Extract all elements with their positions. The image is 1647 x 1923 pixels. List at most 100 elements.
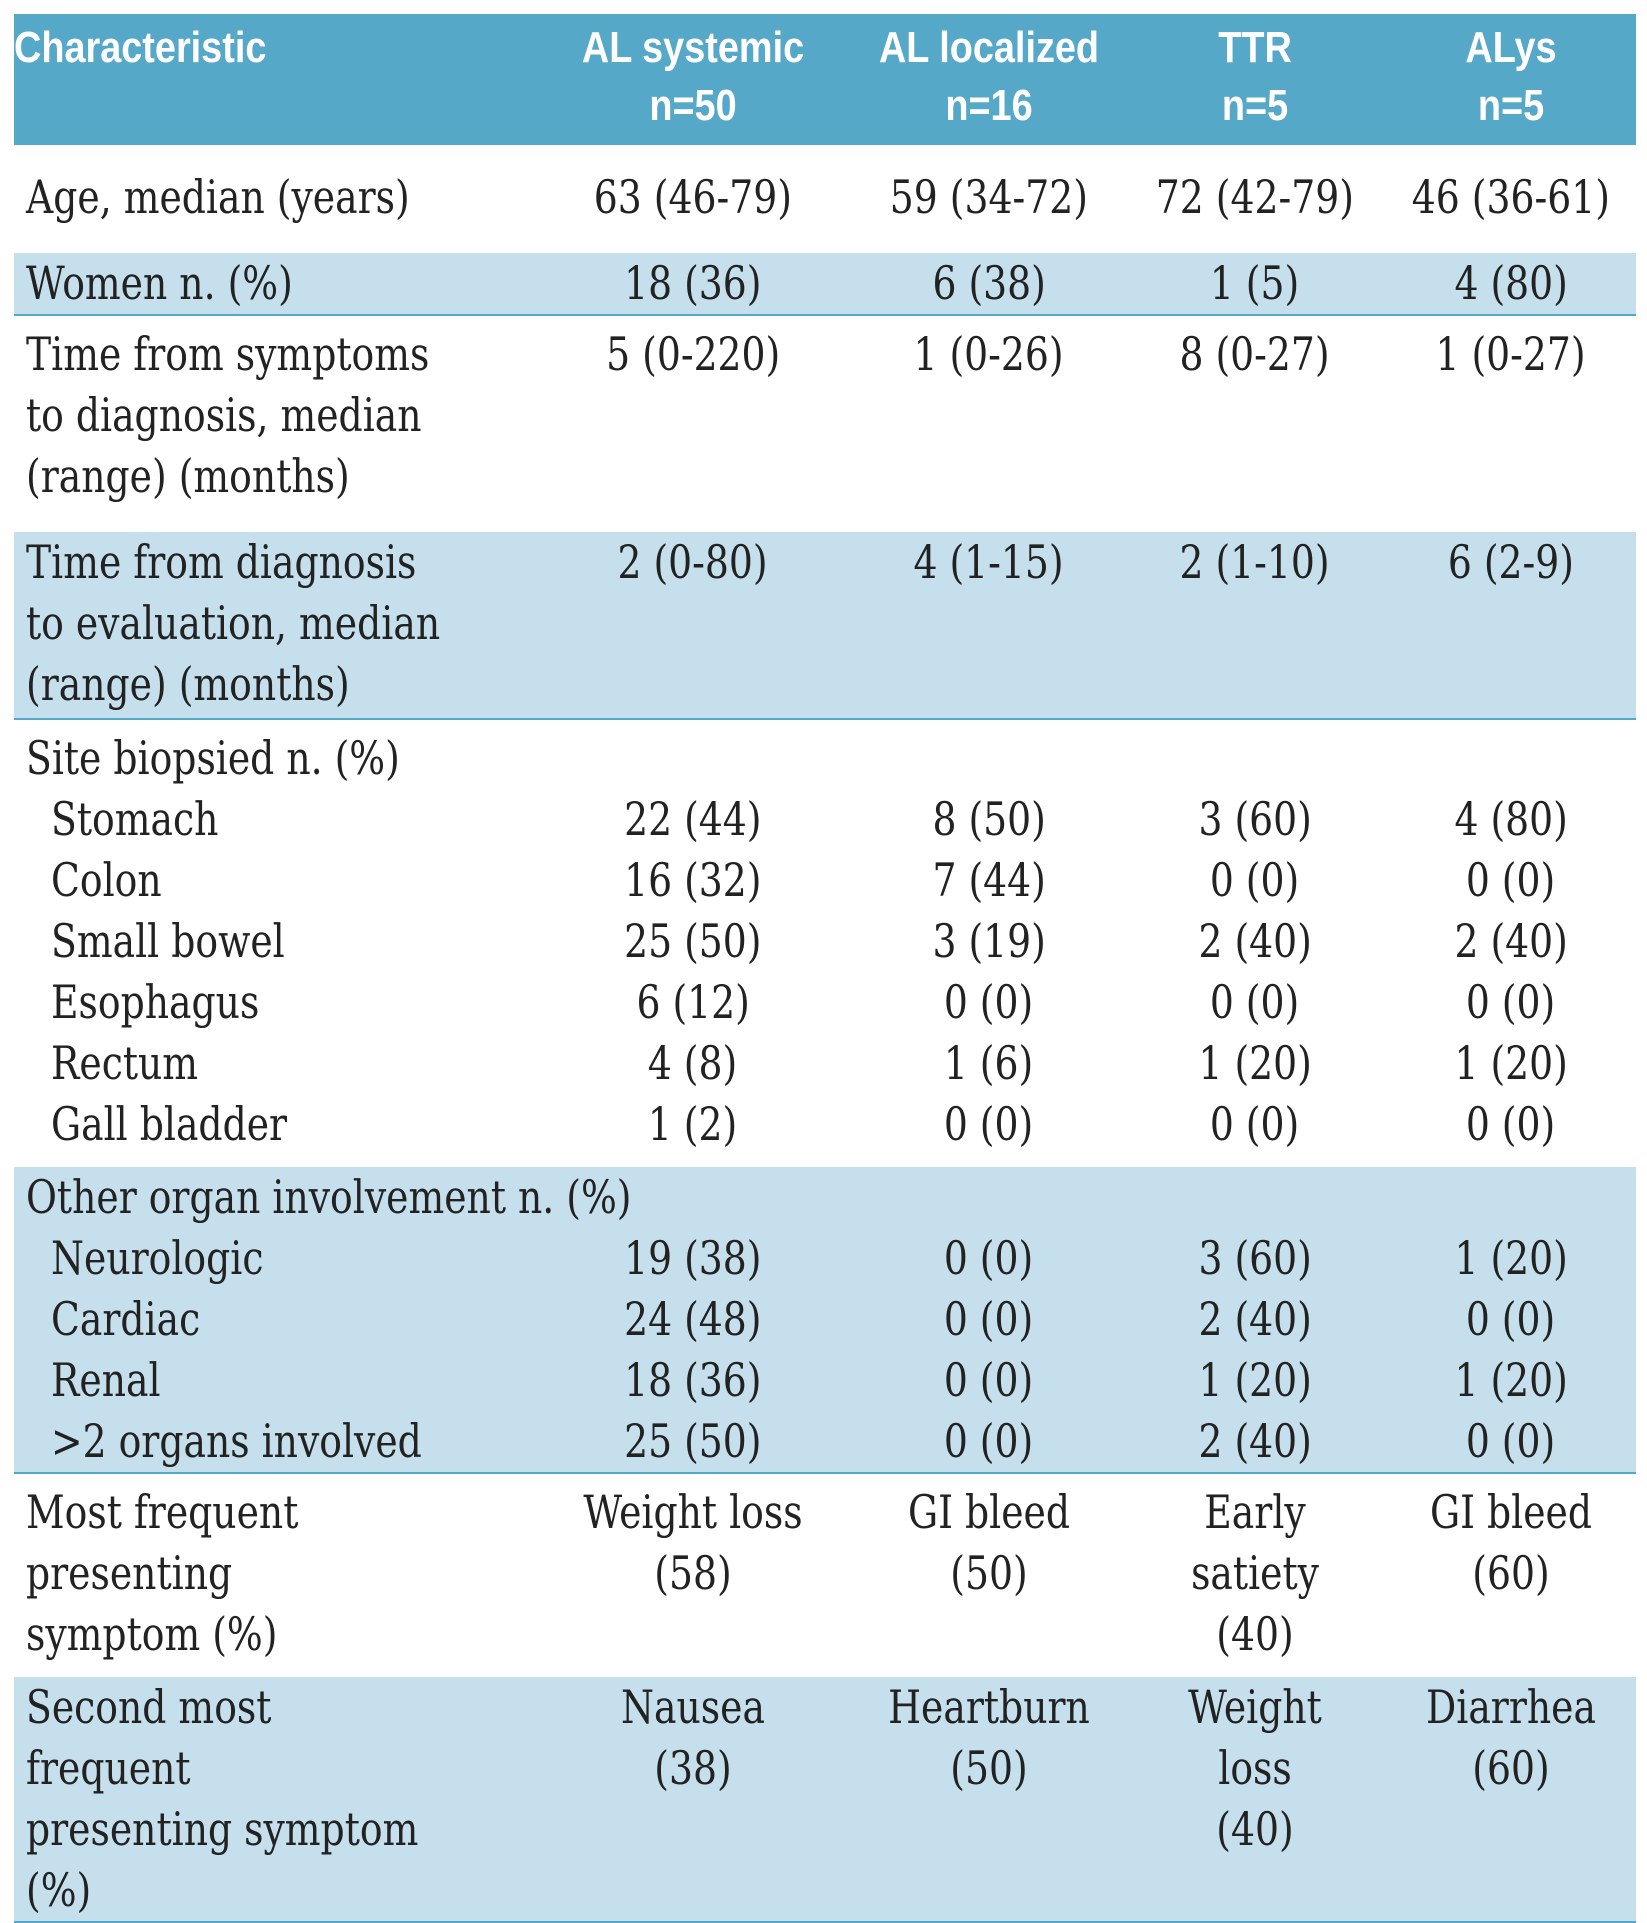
row-time-symptoms: Time from symptoms to diagnosis, median … [14, 315, 1636, 532]
value-text: 8 (50) [932, 792, 1046, 846]
value-text: 1 (20) [1454, 1353, 1568, 1407]
cell-value: 1 (6) [854, 1033, 1124, 1094]
cell-value: 59 (34-72) [854, 145, 1124, 253]
cell-value: 0 (0) [854, 1289, 1124, 1350]
value-text: 0 (0) [1466, 1292, 1556, 1346]
label-line: Most frequent presenting [26, 1485, 299, 1600]
row-time-diagnosis: Time from diagnosis to evaluation, media… [14, 532, 1636, 720]
value-text: 2 (40) [1198, 914, 1312, 968]
value-text: 0 (0) [944, 1231, 1034, 1285]
value-text: 3 (19) [932, 914, 1046, 968]
cell-value: 7 (44) [854, 850, 1124, 911]
value-text: 2 (40) [1454, 914, 1568, 968]
row-most-frequent-symptom: Most frequent presenting symptom (%) Wei… [14, 1473, 1636, 1677]
cell-value: 0 (0) [1386, 1289, 1636, 1350]
value-text: 0 (0) [944, 1097, 1034, 1151]
cell-value: 0 (0) [1386, 1411, 1636, 1474]
label-line: symptom (%) [26, 1607, 278, 1661]
cell-value: 63 (46-79) [532, 145, 854, 253]
cell-value: 2 (40) [1386, 911, 1636, 972]
label-line: Second most frequent [26, 1680, 272, 1795]
label-text: Women n. (%) [26, 256, 293, 310]
label-text: Other organ involvement n. (%) [26, 1170, 632, 1224]
row-label: Age, median (years) [14, 145, 532, 253]
value-text: 4 (80) [1454, 256, 1568, 310]
cell-value: 2 (40) [1124, 1411, 1386, 1474]
row-organ-renal: Renal 18 (36) 0 (0) 1 (20) 1 (20) [14, 1350, 1636, 1411]
table-body: Age, median (years) 63 (46-79) 59 (34-72… [14, 145, 1636, 1923]
cell-value: 72 (42-79) [1124, 145, 1386, 253]
row-label: Gall bladder [14, 1094, 532, 1167]
value-text: 1 (0-26) [913, 327, 1065, 381]
value-text: 1 (6) [944, 1036, 1034, 1090]
symptom-percent: (38) [654, 1741, 732, 1795]
label-text: >2 organs involved [51, 1414, 422, 1468]
header-al-systemic: AL systemic n=50 [532, 14, 854, 145]
cell-value: 46 (36-61) [1386, 145, 1636, 253]
label-line: Time from diagnosis [26, 535, 417, 589]
label-text: Renal [51, 1353, 161, 1407]
header-characteristic: Characteristic [14, 14, 532, 145]
cell-value: 2 (0-80) [532, 532, 854, 720]
symptom-name: GI bleed [907, 1485, 1071, 1539]
value-text: 24 (48) [624, 1292, 762, 1346]
value-text: 1 (5) [1210, 256, 1300, 310]
value-text: 16 (32) [624, 853, 762, 907]
cell-value: 1 (5) [1124, 253, 1386, 316]
cell-value: 1 (20) [1386, 1033, 1636, 1094]
header-group-name: TTR [1218, 23, 1292, 72]
value-text: 1 (20) [1454, 1036, 1568, 1090]
value-text: 4 (8) [648, 1036, 738, 1090]
table-header: Characteristic AL systemic n=50 AL local… [14, 14, 1636, 145]
cell-value: GI bleed (60) [1386, 1473, 1636, 1677]
value-text: 2 (40) [1198, 1292, 1312, 1346]
row-organ-cardiac: Cardiac 24 (48) 0 (0) 2 (40) 0 (0) [14, 1289, 1636, 1350]
cell-value: 3 (60) [1124, 1228, 1386, 1289]
characteristics-table: Characteristic AL systemic n=50 AL local… [14, 14, 1636, 1923]
cell-value: 1 (20) [1124, 1350, 1386, 1411]
cell-value: 19 (38) [532, 1228, 854, 1289]
value-text: 19 (38) [624, 1231, 762, 1285]
value-text: 2 (1-10) [1179, 535, 1331, 589]
value-text: 25 (50) [624, 1414, 762, 1468]
value-text: 0 (0) [1210, 853, 1300, 907]
header-group-name: AL localized [878, 23, 1100, 72]
cell-value: 2 (1-10) [1124, 532, 1386, 720]
cell-value: 1 (20) [1386, 1350, 1636, 1411]
cell-value: 0 (0) [1386, 972, 1636, 1033]
value-text: 1 (20) [1454, 1231, 1568, 1285]
cell-value: 0 (0) [1124, 972, 1386, 1033]
row-site-gall-bladder: Gall bladder 1 (2) 0 (0) 0 (0) 0 (0) [14, 1094, 1636, 1167]
row-label: Colon [14, 850, 532, 911]
label-line: (range) (months) [26, 449, 350, 503]
cell-value: 6 (38) [854, 253, 1124, 316]
header-group-n: n=16 [945, 81, 1033, 130]
value-text: 0 (0) [944, 1414, 1034, 1468]
row-site-stomach: Stomach 22 (44) 8 (50) 3 (60) 4 (80) [14, 789, 1636, 850]
cell-value: 22 (44) [532, 789, 854, 850]
symptom-percent: (60) [1472, 1741, 1550, 1795]
value-text: 5 (0-220) [605, 327, 781, 381]
value-text: 3 (60) [1198, 792, 1312, 846]
row-organ-neurologic: Neurologic 19 (38) 0 (0) 3 (60) 1 (20) [14, 1228, 1636, 1289]
cell-value: 4 (1-15) [854, 532, 1124, 720]
value-text: 0 (0) [944, 975, 1034, 1029]
value-text: 6 (38) [932, 256, 1046, 310]
cell-value: 5 (0-220) [532, 315, 854, 532]
label-text: Esophagus [51, 975, 260, 1029]
cell-value: 8 (50) [854, 789, 1124, 850]
value-text: 2 (0-80) [617, 535, 769, 589]
cell-value: 1 (20) [1124, 1033, 1386, 1094]
cell-value: 18 (36) [532, 1350, 854, 1411]
row-other-organ-heading: Other organ involvement n. (%) [14, 1167, 1636, 1228]
cell-value: 0 (0) [854, 972, 1124, 1033]
row-site-small-bowel: Small bowel 25 (50) 3 (19) 2 (40) 2 (40) [14, 911, 1636, 972]
value-text: 63 (46-79) [593, 170, 793, 224]
cell-value: 1 (2) [532, 1094, 854, 1167]
symptom-percent: (60) [1472, 1546, 1550, 1600]
label-text: Rectum [51, 1036, 199, 1090]
value-text: 7 (44) [932, 853, 1046, 907]
row-label: Esophagus [14, 972, 532, 1033]
value-text: 22 (44) [624, 792, 762, 846]
cell-value: 4 (80) [1386, 789, 1636, 850]
